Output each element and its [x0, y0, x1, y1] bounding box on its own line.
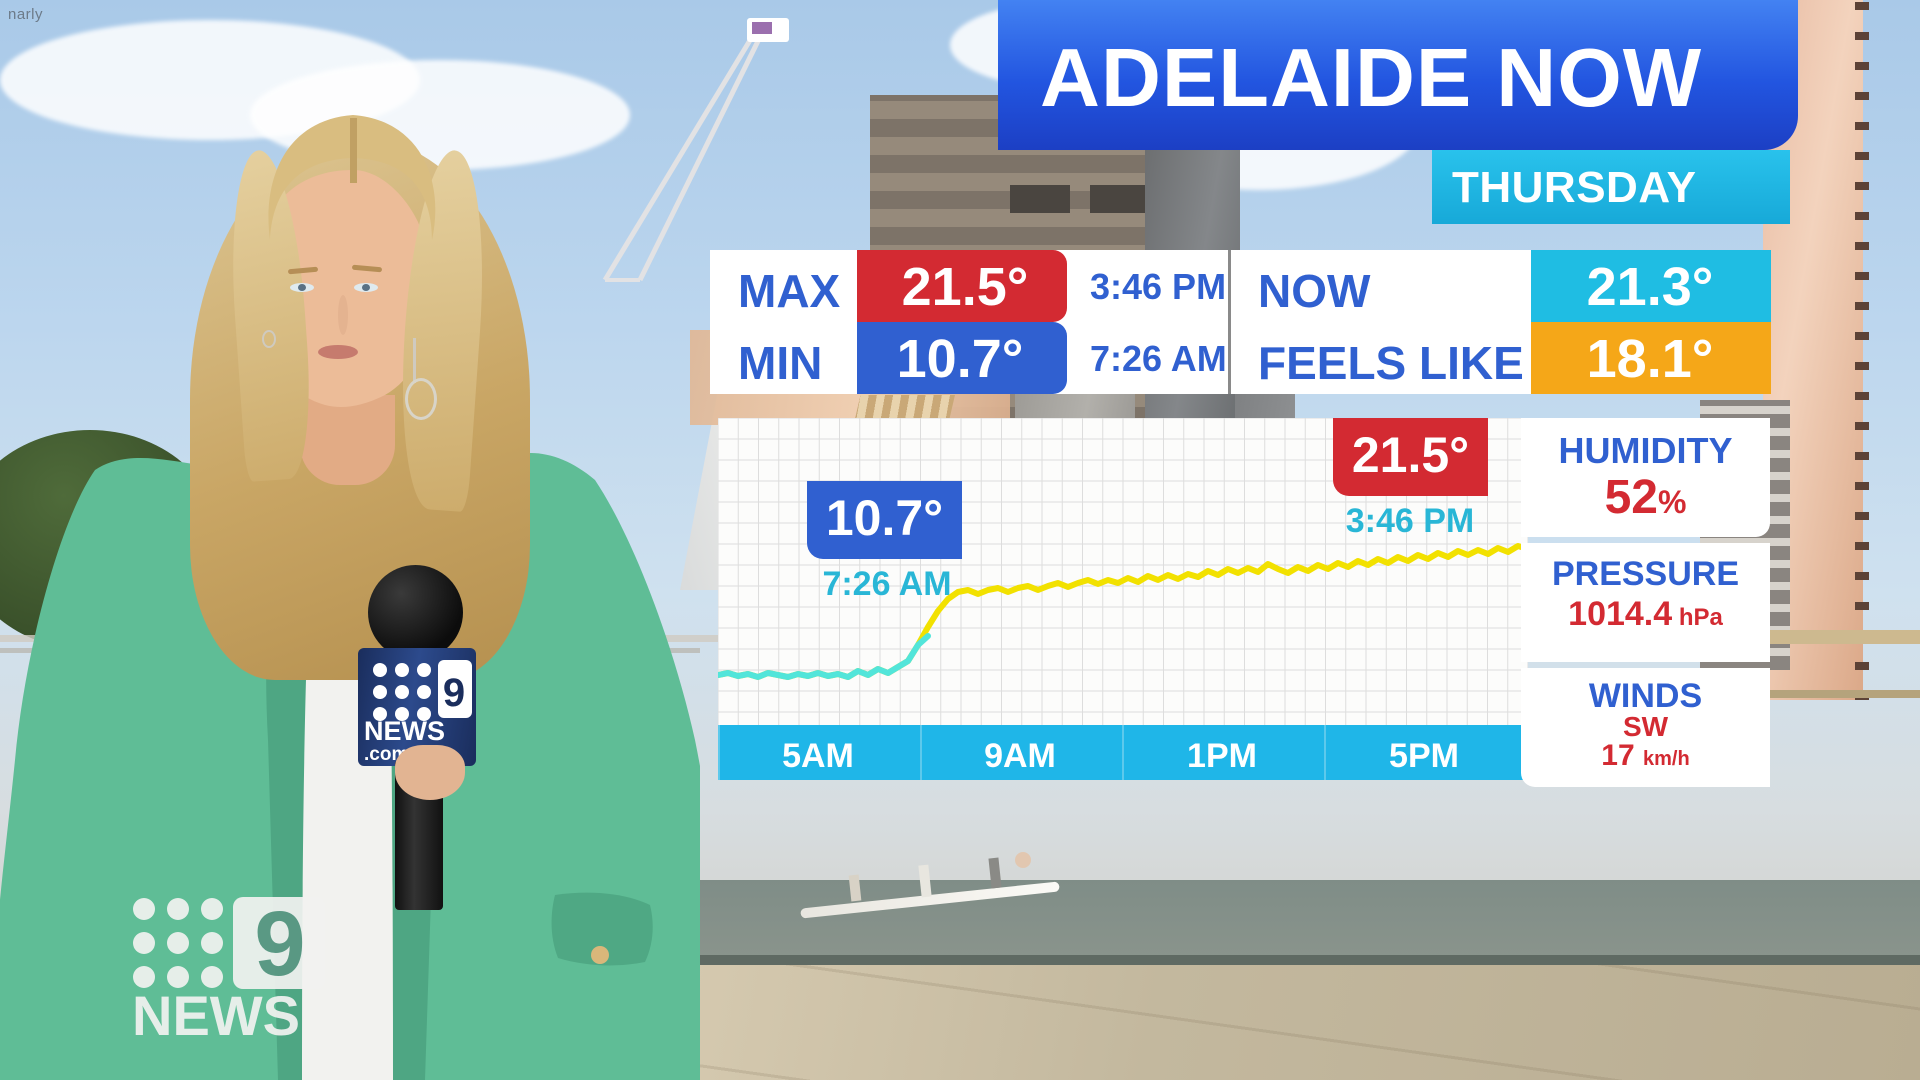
svg-text:NEWS: NEWS — [364, 716, 445, 746]
svg-text:9: 9 — [443, 671, 465, 715]
